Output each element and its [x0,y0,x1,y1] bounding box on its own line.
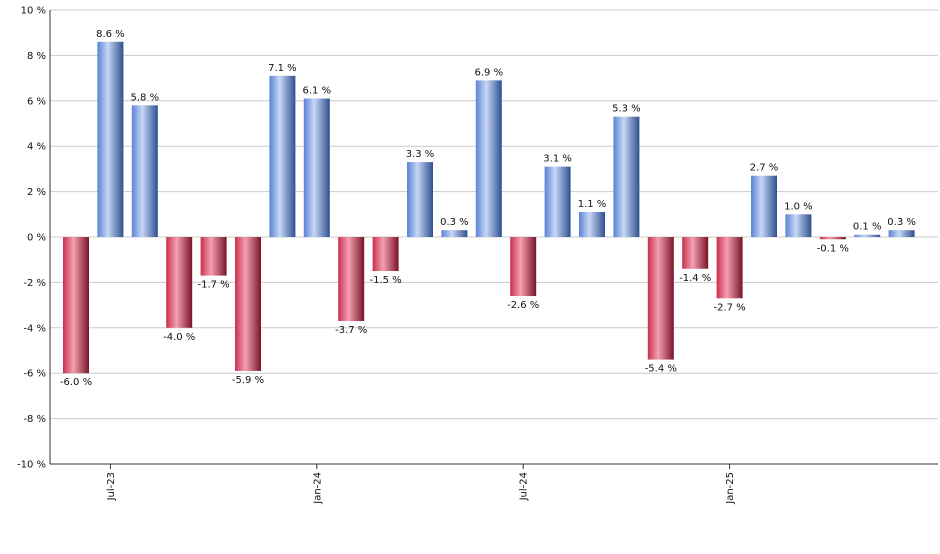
x-tick-label: Jan-24 [312,472,323,505]
y-tick-label: -2 % [23,278,46,289]
bar [303,98,330,237]
data-label: 3.1 % [543,154,572,165]
data-label: -4.0 % [163,332,195,343]
bar [372,237,399,272]
bar [716,237,743,299]
x-tick-label: Jul-23 [106,472,117,501]
bar [682,237,709,269]
data-label: 5.8 % [131,92,160,103]
bar [544,166,571,237]
y-tick-label: 8 % [27,51,46,62]
axes [49,10,938,469]
data-label: -5.9 % [232,375,264,386]
bar [131,105,158,237]
bar [200,237,227,276]
bar [854,234,881,237]
data-label: 3.3 % [406,149,435,160]
bar [613,116,640,237]
data-label: 8.6 % [96,29,125,40]
data-label: -1.4 % [679,273,711,284]
bar [819,237,846,240]
data-label: -6.0 % [60,377,92,388]
data-label: 2.7 % [750,163,779,174]
bar [785,214,812,237]
data-label: 0.3 % [887,217,916,228]
y-tick-label: -8 % [23,414,46,425]
data-label: 1.1 % [578,199,607,210]
bar [63,237,89,374]
data-label: 6.9 % [475,67,504,78]
data-label: 1.0 % [784,201,813,212]
data-label: 0.1 % [853,222,882,233]
data-label: -1.5 % [369,275,401,286]
bar [97,41,124,237]
bar [510,237,537,297]
data-label: -3.7 % [335,325,367,336]
bar [166,237,193,328]
bar [338,237,365,321]
y-tick-label: 2 % [27,187,46,198]
bar [407,162,433,237]
bars [63,41,915,374]
data-label: -0.1 % [817,243,849,254]
y-tick-label: -10 % [17,460,46,471]
bar [751,175,777,237]
data-labels: -6.0 % 8.6 % 5.8 % -4.0 % -1.7 % -5.9 % 7.1 % 6… [60,29,916,388]
x-tick-labels: Jul-23 Jan-24 Jul-24 Jan-25 [106,472,736,505]
bar [647,237,674,360]
data-label: 0.3 % [440,217,469,228]
y-tick-label: 10 % [21,6,46,17]
x-tick-label: Jul-24 [519,472,530,501]
bar [475,80,502,238]
bar [579,212,605,237]
y-tick-label: 0 % [27,233,46,244]
y-tick-label: 6 % [27,96,46,107]
y-tick-label: -6 % [23,369,46,380]
y-tick-label: 4 % [27,142,46,153]
data-label: 5.3 % [612,104,641,115]
x-tick-label: Jan-25 [725,472,736,505]
y-tick-label: -4 % [23,323,46,334]
y-tick-labels: 10 % 8 % 6 % 4 % 2 % 0 % -2 % -4 % -6 % -8 % -10 % [17,6,46,471]
bar [888,230,915,237]
bar [235,237,261,371]
data-label: -2.7 % [713,302,745,313]
data-label: 6.1 % [303,86,332,97]
data-label: -2.6 % [507,300,539,311]
data-label: 7.1 % [268,63,297,74]
bar [441,230,468,237]
data-label: -1.7 % [197,280,229,291]
bar [269,75,296,237]
data-label: -5.4 % [645,364,677,375]
